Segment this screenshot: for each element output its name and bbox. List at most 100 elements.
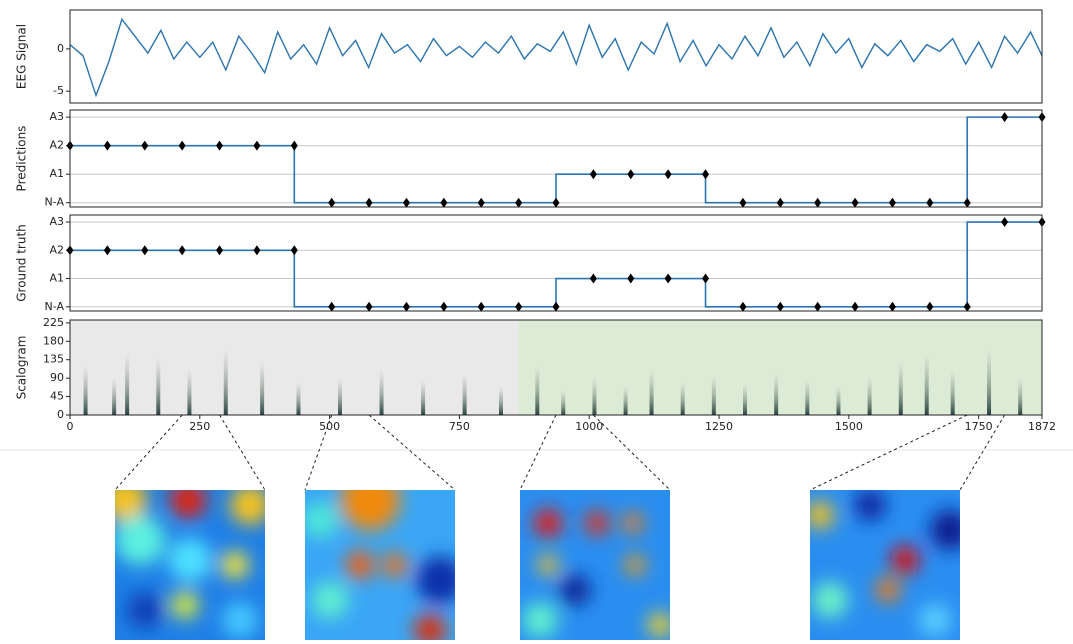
scalogram-streak [805, 380, 809, 415]
y-axis-label: Scalogram [15, 336, 29, 400]
scalogram-streak [499, 386, 503, 415]
scalogram-streak [592, 378, 596, 415]
scalogram-streak [925, 354, 929, 415]
step-line [70, 222, 1042, 307]
x-tick-label: 0 [67, 420, 74, 433]
diamond-marker [515, 198, 522, 208]
y-axis-label: EEG Signal [15, 24, 29, 89]
diamond-marker [553, 198, 560, 208]
diamond-marker [702, 169, 709, 179]
y-tick-label: 90 [50, 371, 64, 384]
y-tick-label: 45 [50, 390, 64, 403]
diamond-marker [590, 274, 597, 284]
scalogram-streak [156, 358, 160, 415]
zoom-line [369, 415, 455, 490]
zoom-line [810, 415, 967, 490]
y-tick-label: N-A [45, 196, 65, 209]
diamond-marker [328, 302, 335, 312]
diamond-marker [852, 198, 859, 208]
scalogram-streak [380, 370, 384, 415]
diamond-marker [328, 198, 335, 208]
scalogram-streak [463, 374, 467, 415]
diamond-marker [889, 198, 896, 208]
scalogram-streak [112, 378, 116, 415]
y-tick-label: 0 [57, 42, 64, 55]
diamond-marker [216, 245, 223, 255]
scalogram-streak [712, 376, 716, 415]
zoom-line [115, 415, 182, 490]
scalogram-streak [774, 374, 778, 415]
scalogram-streak [624, 386, 628, 415]
y-tick-label: -5 [53, 84, 64, 97]
x-tick-label: 250 [189, 420, 210, 433]
diamond-marker [515, 302, 522, 312]
diamond-marker [403, 302, 410, 312]
diamond-marker [403, 198, 410, 208]
diamond-marker [179, 141, 186, 151]
diamond-marker [889, 302, 896, 312]
diamond-marker [366, 198, 373, 208]
panel-frame [70, 10, 1042, 103]
diamond-marker [440, 302, 447, 312]
diamond-marker [852, 302, 859, 312]
diamond-marker [926, 302, 933, 312]
diamond-marker [253, 141, 260, 151]
scalogram-streak [868, 378, 872, 415]
diamond-marker [964, 198, 971, 208]
zoom-heatmap [103, 478, 270, 640]
scalogram-streak [296, 382, 300, 415]
y-tick-label: N-A [45, 300, 65, 313]
scalogram-streak [650, 370, 654, 415]
scalogram-streak [899, 362, 903, 415]
scalogram-streak [338, 378, 342, 415]
scalogram-streak [1018, 378, 1022, 415]
zoom-heatmap [302, 470, 464, 644]
diamond-marker [627, 169, 634, 179]
scalogram-streak [836, 386, 840, 415]
scalogram-streak [224, 349, 228, 415]
diamond-marker [104, 141, 111, 151]
diamond-marker [478, 302, 485, 312]
diamond-marker [366, 302, 373, 312]
diamond-marker [739, 302, 746, 312]
diamond-marker [665, 274, 672, 284]
scalogram-streak [951, 370, 955, 415]
diamond-marker [291, 141, 298, 151]
figure: -50EEG SignalN-AA1A2A3PredictionsN-AA1A2… [0, 0, 1073, 644]
scalogram-streak [535, 366, 539, 415]
diamond-marker [141, 245, 148, 255]
scalogram-region [519, 320, 1042, 415]
diamond-marker [553, 302, 560, 312]
zoom-heatmap [806, 489, 970, 640]
scalogram-streak [987, 349, 991, 415]
y-tick-label: A3 [49, 215, 64, 228]
diamond-marker [440, 198, 447, 208]
diamond-marker [216, 141, 223, 151]
diamond-marker [739, 198, 746, 208]
y-axis-label: Ground truth [15, 224, 29, 302]
scalogram-streak [561, 390, 565, 415]
scalogram-streak [84, 366, 88, 415]
scalogram-streak [681, 382, 685, 415]
x-tick-label: 1872 [1028, 420, 1056, 433]
diamond-marker [814, 302, 821, 312]
y-tick-label: 0 [57, 408, 64, 421]
scalogram-region [70, 320, 519, 415]
step-line [70, 117, 1042, 203]
diamond-marker [291, 245, 298, 255]
diamond-marker [1001, 112, 1008, 122]
scalogram-streak [421, 380, 425, 415]
scalogram-streak [125, 354, 129, 415]
zoom-heatmap [520, 490, 672, 640]
scalogram-streak [743, 384, 747, 415]
diamond-marker [104, 245, 111, 255]
diamond-marker [665, 169, 672, 179]
diamond-marker [926, 198, 933, 208]
zoom-line [520, 415, 556, 490]
y-tick-label: A1 [49, 167, 64, 180]
diamond-marker [777, 302, 784, 312]
diamond-marker [964, 302, 971, 312]
y-tick-label: A2 [49, 243, 64, 256]
x-tick-label: 1250 [705, 420, 733, 433]
x-tick-label: 1500 [835, 420, 863, 433]
